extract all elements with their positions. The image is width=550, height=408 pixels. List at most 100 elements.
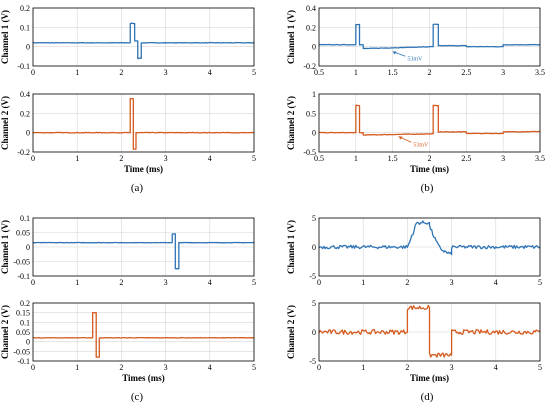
series-line-a1-0: [32, 22, 255, 60]
series-line-b1-0: [318, 23, 541, 50]
series-line-c1-0: [32, 233, 255, 270]
x-tick-label: 5: [252, 68, 256, 77]
y-tick-label: -0.05: [13, 347, 30, 356]
y-tick-label: 0: [26, 43, 30, 52]
y-tick-label: 0.2: [20, 4, 30, 13]
y-tick-label: 0: [312, 129, 316, 138]
x-tick-label: 5: [538, 363, 542, 372]
x-tick-label: 0.5: [314, 154, 324, 163]
x-tick-label: 1: [75, 154, 79, 163]
series-line-b2-0: [318, 104, 541, 136]
x-axis-label: Time (ms): [410, 373, 449, 383]
x-tick-label: 4: [494, 278, 498, 287]
y-tick-label: 0.2: [20, 109, 30, 118]
y-tick-label: -0.2: [17, 148, 30, 157]
chart-b2: 0.5 1 1.5 2 2.5 3 3.5 -0.5 0 0.5 1 Channel 2 (V) Tim…: [286, 90, 545, 174]
series-line-d2-0: [318, 304, 541, 358]
plot-frame-a2: [32, 93, 255, 153]
plot-frame-d2: [318, 302, 541, 362]
x-tick-label: 3: [450, 278, 454, 287]
plot-frame-a1: [32, 7, 255, 67]
x-axis-label: Time (ms): [410, 164, 449, 174]
x-tick-label: 0: [317, 278, 321, 287]
annotation-label: 53mV: [413, 142, 429, 148]
x-tick-label: 1: [354, 154, 358, 163]
y-tick-label: -5: [309, 357, 316, 366]
y-tick-label: 0.5: [306, 109, 316, 118]
x-tick-label: 1.5: [388, 154, 398, 163]
x-tick-label: 0.5: [314, 68, 324, 77]
y-tick-label: 0.2: [20, 299, 30, 308]
y-tick-label: 0.2: [306, 23, 316, 32]
y-tick-label: 0.4: [306, 4, 316, 13]
plot-frame-c1: [32, 217, 255, 277]
x-tick-label: 5: [538, 278, 542, 287]
x-tick-label: 2: [119, 363, 123, 372]
x-tick-label: 3.5: [535, 154, 545, 163]
y-axis-label: Channel 2 (V): [286, 305, 296, 359]
x-tick-label: 0: [31, 154, 35, 163]
plot-frame-c2: [32, 302, 255, 362]
x-tick-label: 2.5: [461, 68, 471, 77]
x-tick-label: 2: [405, 278, 409, 287]
y-tick-label: 0.1: [20, 214, 30, 223]
x-tick-label: 2: [428, 68, 432, 77]
x-tick-label: 2: [119, 154, 123, 163]
chart-c1: 0 1 2 3 4 5 -0.1 -0.05 0 0.05 0.1 Channel 1 (V): [0, 214, 256, 287]
x-tick-label: 1.5: [388, 68, 398, 77]
y-axis-label: Channel 1 (V): [286, 220, 296, 274]
x-tick-label: 2: [119, 278, 123, 287]
x-tick-label: 1: [75, 363, 79, 372]
x-tick-label: 2.5: [461, 154, 471, 163]
x-tick-label: 4: [208, 278, 212, 287]
y-axis-label: Channel 2 (V): [286, 96, 296, 150]
x-tick-label: 4: [208, 363, 212, 372]
y-tick-label: -0.2: [303, 62, 316, 71]
y-tick-label: 5: [312, 299, 316, 308]
x-tick-label: 3: [164, 68, 168, 77]
x-tick-label: 0: [31, 278, 35, 287]
x-tick-label: 2: [119, 68, 123, 77]
x-axis-label: Time (ms): [124, 164, 163, 174]
x-tick-label: 3: [501, 154, 505, 163]
y-axis-label: Channel 1 (V): [286, 10, 296, 64]
x-tick-label: 5: [252, 278, 256, 287]
y-tick-label: 0.1: [20, 23, 30, 32]
annotation-label: 53mV: [407, 56, 423, 62]
y-tick-label: 0: [26, 338, 30, 347]
y-tick-label: -0.5: [303, 148, 316, 157]
y-tick-label: -0.1: [17, 272, 30, 281]
y-axis-label: Channel 2 (V): [0, 305, 10, 359]
x-tick-label: 0: [31, 363, 35, 372]
y-tick-label: 0.1: [20, 318, 30, 327]
plot-frame-b1: [318, 7, 541, 67]
y-axis-label: Channel 1 (V): [0, 10, 10, 64]
x-tick-label: 0: [317, 363, 321, 372]
x-tick-label: 5: [252, 363, 256, 372]
y-tick-label: 0: [26, 129, 30, 138]
x-tick-label: 3: [164, 363, 168, 372]
y-axis-label: Channel 1 (V): [0, 220, 10, 274]
series-line-a2-0: [32, 97, 255, 150]
series-line-c2-0: [32, 311, 255, 358]
x-tick-label: 5: [252, 154, 256, 163]
x-tick-label: 3.5: [535, 68, 545, 77]
y-tick-label: -5: [309, 272, 316, 281]
x-tick-label: 1: [75, 68, 79, 77]
series-line-d1-0: [318, 220, 541, 256]
plot-frame-d1: [318, 217, 541, 277]
x-tick-label: 2: [428, 154, 432, 163]
x-tick-label: 3: [164, 154, 168, 163]
y-tick-label: 0.4: [20, 90, 30, 99]
x-tick-label: 1: [354, 68, 358, 77]
caption-c: (c): [131, 391, 144, 403]
caption-d: (d): [421, 391, 434, 403]
y-tick-label: 5: [312, 214, 316, 223]
chart-b1: 0.5 1 1.5 2 2.5 3 3.5 -0.2 0 0.2 0.4 Channel 1 (V) 5…: [286, 4, 545, 77]
y-tick-label: -0.1: [17, 357, 30, 366]
